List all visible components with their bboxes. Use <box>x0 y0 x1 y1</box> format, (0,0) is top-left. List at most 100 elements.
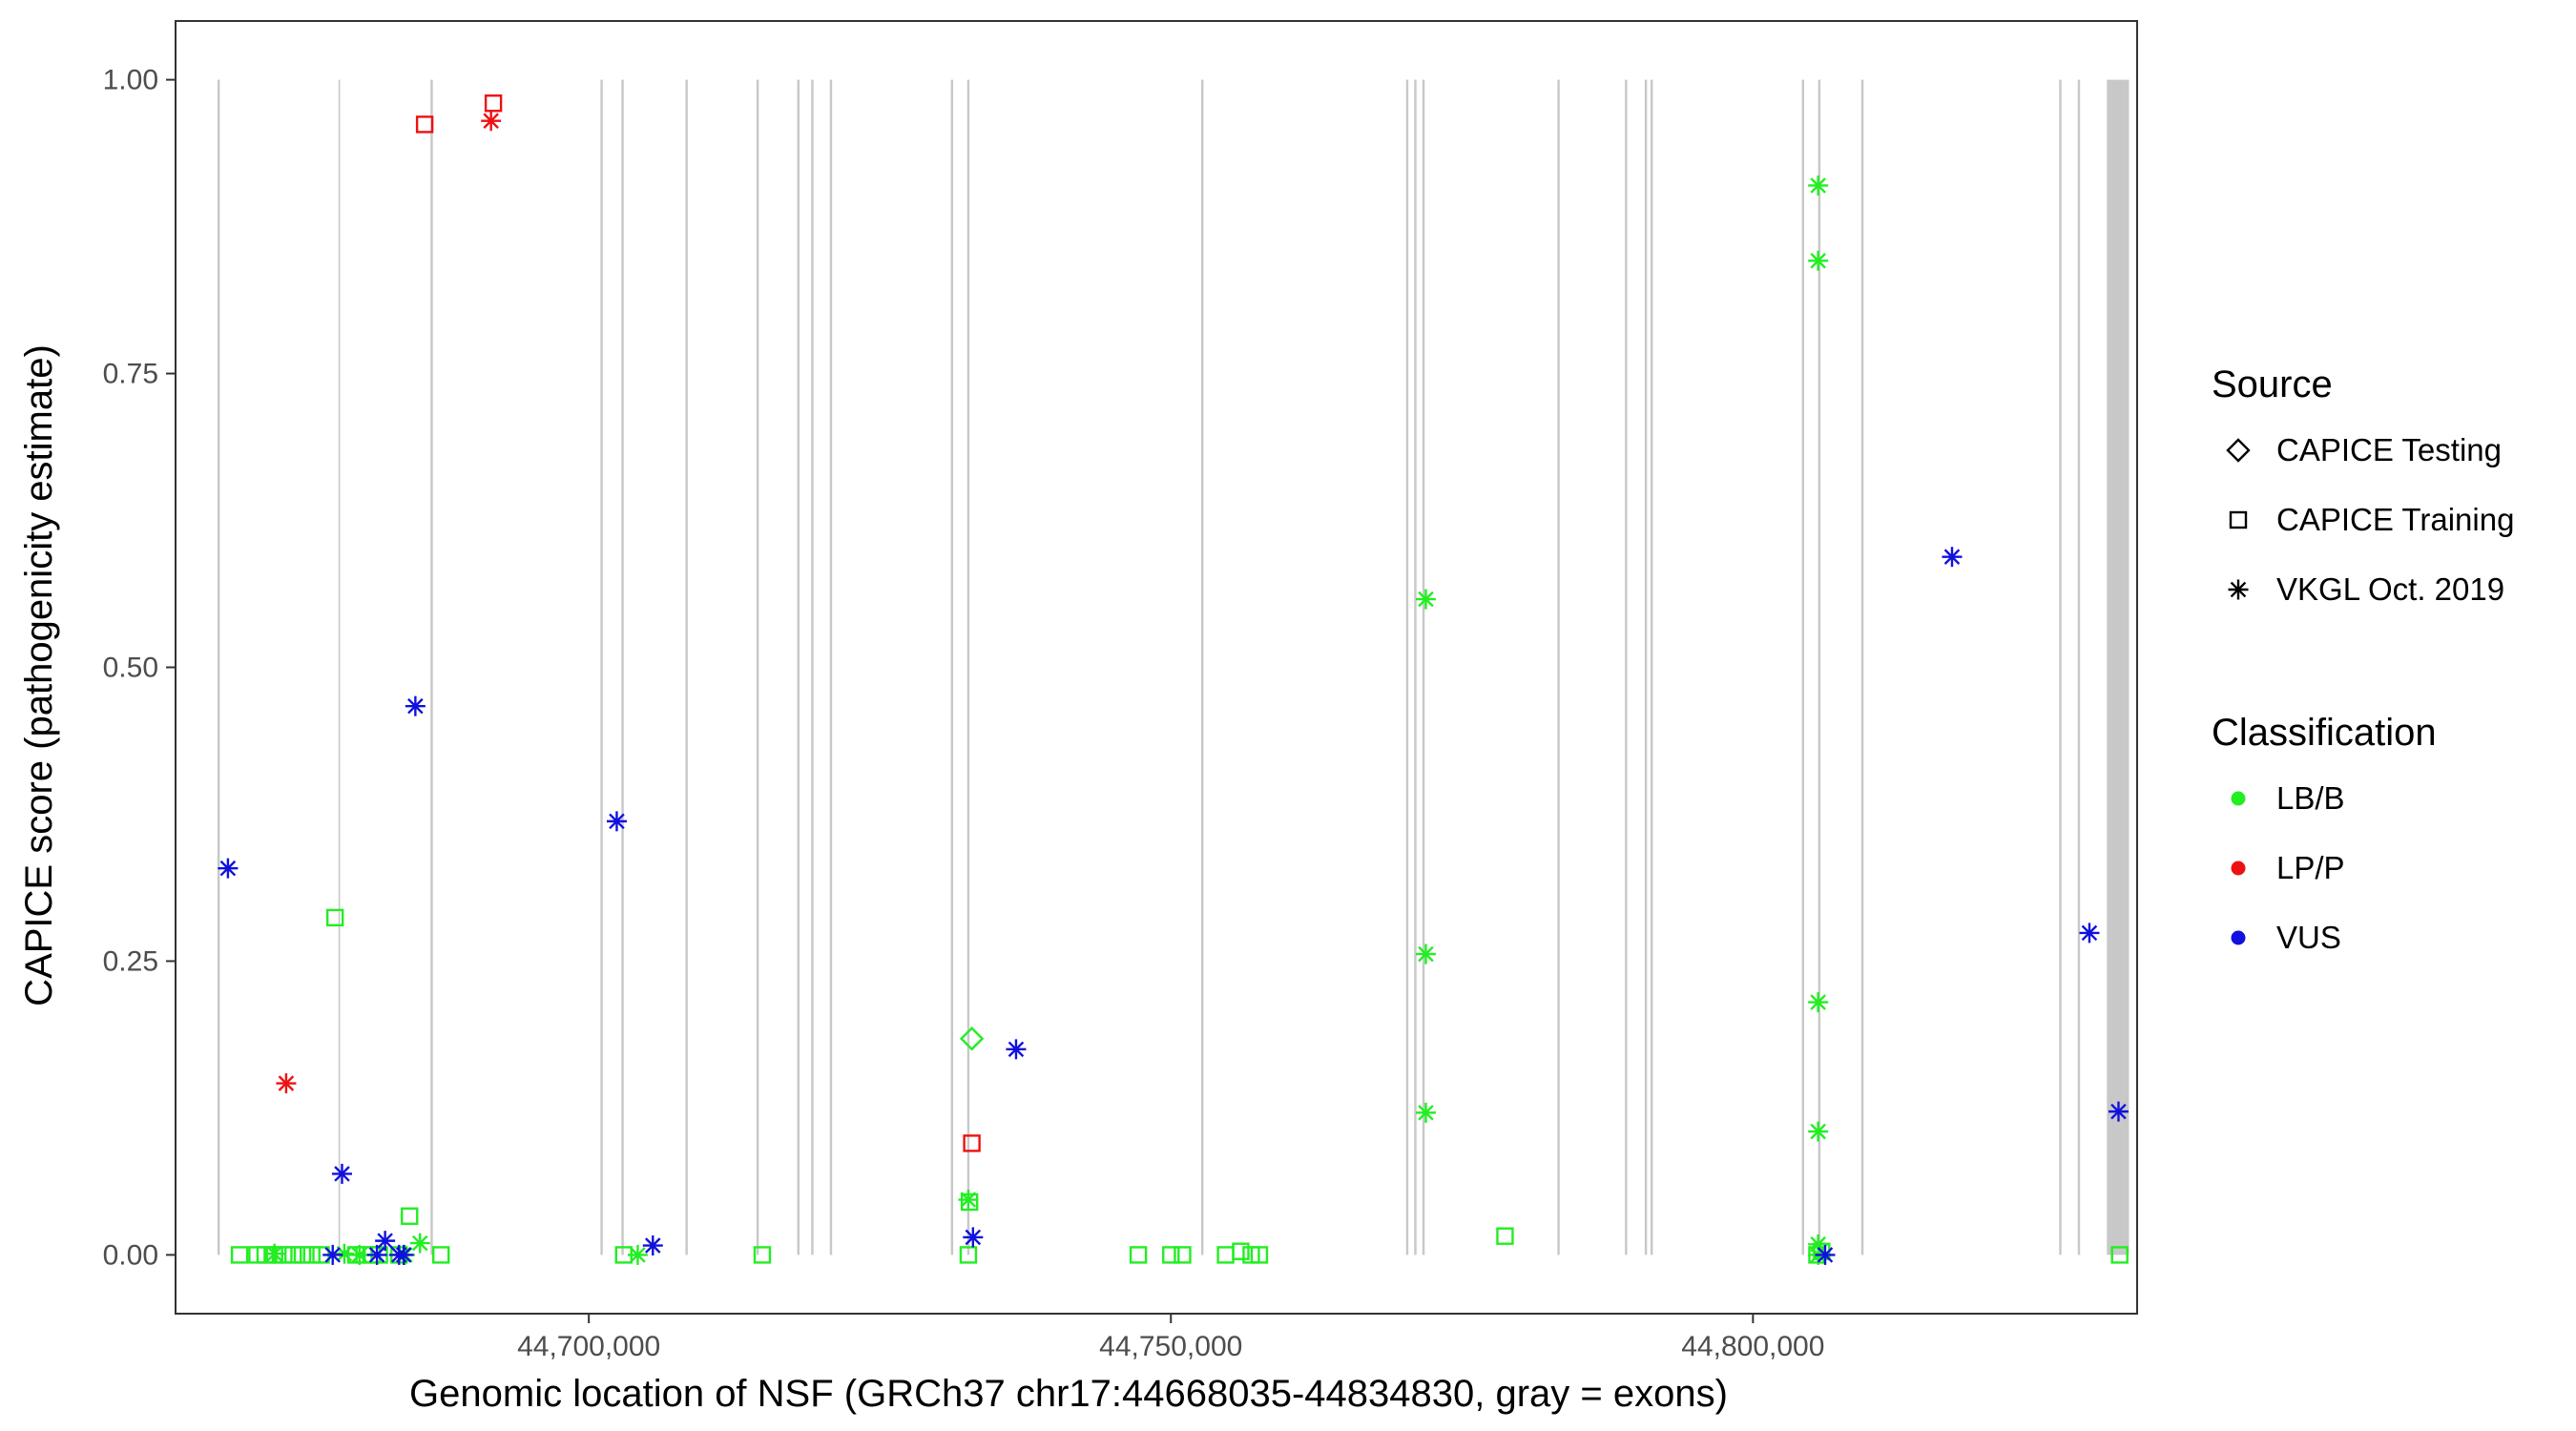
data-point <box>959 1027 985 1051</box>
legend-key-diamond <box>2226 438 2251 463</box>
data-point <box>1808 992 1829 1013</box>
data-point <box>753 1246 772 1264</box>
data-point <box>409 1233 430 1254</box>
legend-label-classification: VUS <box>2276 920 2341 955</box>
data-point <box>322 1244 343 1265</box>
exon-band <box>1860 79 1864 1255</box>
exon-band <box>797 79 800 1255</box>
data-point <box>1808 250 1829 271</box>
data-point <box>963 1134 981 1152</box>
x-tick-label: 44,750,000 <box>1099 1331 1242 1362</box>
data-point <box>481 111 502 132</box>
data-point <box>432 1246 450 1264</box>
data-point <box>349 1244 370 1265</box>
exon-band <box>621 79 624 1255</box>
legend-label-classification: LP/P <box>2276 850 2345 885</box>
data-point <box>1415 589 1436 610</box>
data-point <box>2108 1101 2129 1122</box>
data-point <box>484 94 503 113</box>
data-point <box>1415 944 1436 964</box>
exon-band <box>966 79 970 1255</box>
data-points <box>218 94 2129 1265</box>
x-axis: 44,700,000 44,750,000 44,800,000 <box>517 1314 1824 1362</box>
data-point <box>375 1231 396 1252</box>
data-point <box>325 908 344 927</box>
legend-label-source: VKGL Oct. 2019 <box>2276 571 2504 607</box>
legend: Source CAPICE Testing CAPICE Training VKGL … <box>2212 363 2514 955</box>
y-axis: 0.00 0.25 0.50 0.75 1.00 <box>103 65 176 1271</box>
data-point <box>642 1235 663 1256</box>
x-tick-label: 44,700,000 <box>517 1331 660 1362</box>
legend-key-square <box>2229 510 2248 529</box>
data-point <box>1162 1246 1180 1264</box>
legend-title-source: Source <box>2212 363 2333 405</box>
exon-band <box>430 79 433 1255</box>
exon-bands <box>217 79 2129 1255</box>
y-tick-label: 0.50 <box>103 653 158 684</box>
legend-label-source: CAPICE Training <box>2276 502 2514 537</box>
legend-label-source: CAPICE Testing <box>2276 432 2502 467</box>
exon-band <box>811 79 814 1255</box>
data-point <box>958 1190 979 1211</box>
y-tick-label: 0.00 <box>103 1239 158 1271</box>
y-tick-label: 0.75 <box>103 359 158 390</box>
y-axis-label: CAPICE score (pathogenicity estimate) <box>18 344 60 1006</box>
exon-band <box>1405 79 1409 1255</box>
data-point <box>264 1243 285 1264</box>
legend-key-color <box>2231 930 2246 945</box>
exon-band <box>756 79 759 1255</box>
data-point <box>1232 1242 1250 1260</box>
data-point <box>218 858 239 879</box>
y-tick-label: 0.25 <box>103 945 158 977</box>
data-point <box>401 1207 419 1225</box>
exon-band <box>829 79 833 1255</box>
exon-band <box>1200 79 1204 1255</box>
data-point <box>2110 1246 2129 1264</box>
data-point <box>2079 923 2100 944</box>
data-point <box>1942 547 1963 568</box>
data-point <box>405 695 426 716</box>
data-point <box>1808 175 1829 196</box>
data-point <box>331 1163 352 1184</box>
legend-key-color <box>2231 791 2246 806</box>
legend-key-color <box>2231 861 2246 876</box>
exon-band <box>1422 79 1425 1255</box>
exon-band <box>950 79 954 1255</box>
exon-band <box>2077 79 2081 1255</box>
exon-band <box>1644 79 1648 1255</box>
x-tick-label: 44,800,000 <box>1681 1331 1824 1362</box>
data-point <box>963 1227 984 1248</box>
exon-band <box>217 79 220 1255</box>
data-point <box>293 1246 312 1264</box>
legend-key-asterisk <box>2228 579 2249 600</box>
y-tick-label: 1.00 <box>103 65 158 96</box>
legend-label-classification: LB/B <box>2276 780 2345 816</box>
data-point <box>1415 1102 1436 1123</box>
exon-band <box>1650 79 1653 1255</box>
data-point <box>230 1246 249 1264</box>
data-point <box>415 115 434 134</box>
exon-band <box>1625 79 1628 1255</box>
data-point <box>1174 1246 1192 1264</box>
data-point <box>366 1244 387 1265</box>
data-point <box>627 1244 648 1265</box>
data-point <box>1006 1039 1027 1060</box>
exon-band <box>338 79 341 1255</box>
exon-band <box>1557 79 1560 1255</box>
data-point <box>1808 1121 1829 1142</box>
exon-band <box>600 79 603 1255</box>
x-axis-label: Genomic location of NSF (GRCh37 chr17:44… <box>409 1373 1728 1415</box>
data-point <box>1250 1246 1269 1264</box>
data-point <box>606 811 627 832</box>
exon-band <box>2059 79 2062 1255</box>
data-point <box>1815 1244 1836 1265</box>
exon-band <box>1414 79 1417 1255</box>
data-point <box>1129 1246 1148 1264</box>
exon-band <box>1801 79 1805 1255</box>
exon-band <box>1818 79 1821 1255</box>
exon-band <box>2107 79 2129 1255</box>
exon-band <box>685 79 688 1255</box>
data-point <box>276 1073 297 1094</box>
data-point <box>284 1246 302 1264</box>
